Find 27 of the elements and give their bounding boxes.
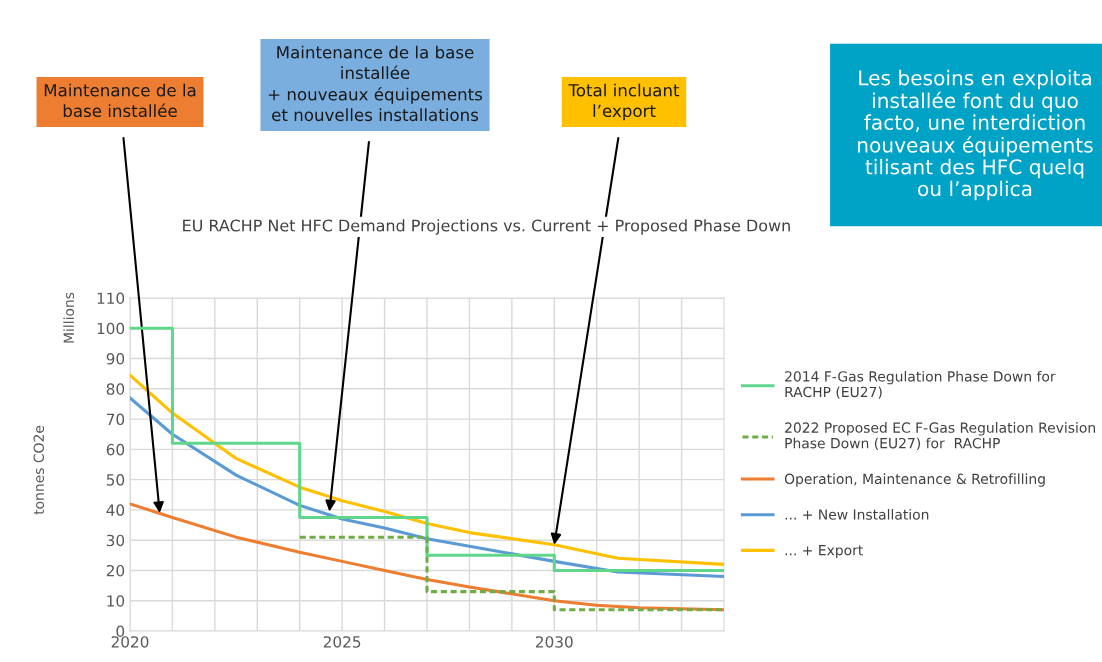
y-tick-label: 70 [106,413,125,426]
legend-label: ... + Export [785,545,863,559]
legend-label: 2014 F-Gas Regulation Phase Down for RACHP (EU27) [785,370,1056,399]
legend-label: 2022 Proposed EC F-Gas Regulation Revision Phase Down (EU27) for RACHP [785,422,1095,451]
y-tick-label: 80 [106,383,125,395]
y-tick-label: 60 [106,443,125,456]
x-tick-label: 2030 [535,636,573,648]
y-tick-label: 50 [106,474,125,486]
y-tick-label: 90 [106,353,125,365]
y-tick-label: 30 [106,534,125,547]
text: Les besoins en exploita installée font du quo facto, une interdiction nouveaux équipements tilisant des HFC quelq ou l’applica [858,69,1093,201]
text: Millions [63,292,75,343]
x-tick-label: 2020 [111,636,149,648]
line-series [130,373,724,566]
legend-label: ... + New Installation [785,509,929,520]
annotation: Maintenance de la base installée [44,83,196,118]
y-tick-label: 110 [97,292,125,305]
y-tick-label: 10 [107,595,125,607]
x-tick-label: 2025 [323,636,361,648]
legend-label: Operation, Maintenance & Retrofilling [784,473,1045,487]
y-tick-label: 40 [106,504,125,516]
annotation: Maintenance de la base installée + nouveaux équipements et nouvelles installations [268,45,483,122]
y-axis-title: tonnes CO2e [33,425,45,515]
y-tick-label: 100 [97,322,125,335]
annotation: Total incluant l’export [568,83,680,121]
chart-title: EU RACHP Net HFC Demand Projections vs. Current + Proposed Phase Down [183,219,790,235]
y-tick-label: 20 [106,564,125,577]
